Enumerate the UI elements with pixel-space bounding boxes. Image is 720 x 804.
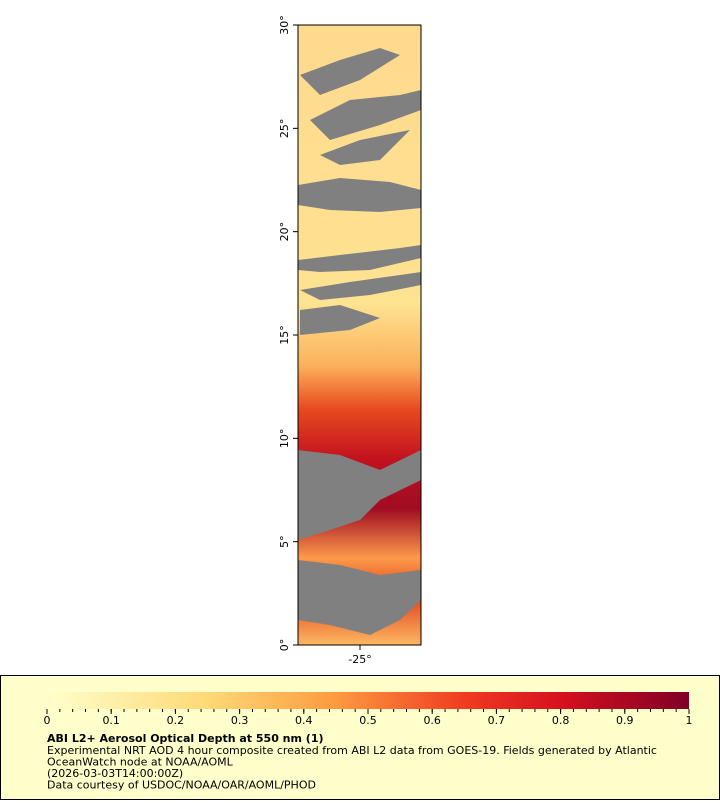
y-tick-label: 25°	[278, 119, 291, 139]
colorbar-tick-label: 0.2	[167, 714, 185, 727]
legend-line: (2026-03-03T14:00:00Z)	[47, 767, 183, 780]
y-tick-label: 10°	[278, 429, 291, 449]
legend-line: Data courtesy of USDOC/NOAA/OAR/AOML/PHO…	[47, 779, 316, 792]
y-tick-label: 20°	[278, 222, 291, 242]
colorbar-tick-label: 0	[44, 714, 51, 727]
colorbar-tick-label: 0.7	[488, 714, 506, 727]
y-tick-label: 15°	[278, 325, 291, 345]
y-tick-label: 0°	[278, 639, 291, 652]
legend-line: OceanWatch node at NOAA/AOML	[47, 756, 234, 769]
colorbar-tick-label: 0.3	[231, 714, 249, 727]
y-tick-label: 5°	[278, 535, 291, 548]
x-tick-label: -25°	[348, 653, 371, 666]
colorbar-tick-label: 1	[686, 714, 693, 727]
y-tick-label: 30°	[278, 15, 291, 35]
colorbar-tick-label: 0.6	[423, 714, 441, 727]
colorbar	[47, 692, 689, 709]
map-raster	[297, 24, 422, 646]
colorbar-tick-label: 0.5	[359, 714, 377, 727]
colorbar-tick-label: 0.8	[552, 714, 570, 727]
legend-title: ABI L2+ Aerosol Optical Depth at 550 nm …	[47, 732, 324, 745]
colorbar-tick-label: 0.1	[102, 714, 120, 727]
colorbar-tick-label: 0.9	[616, 714, 634, 727]
colorbar-tick-label: 0.4	[295, 714, 313, 727]
legend-line: Experimental NRT AOD 4 hour composite cr…	[47, 744, 657, 757]
